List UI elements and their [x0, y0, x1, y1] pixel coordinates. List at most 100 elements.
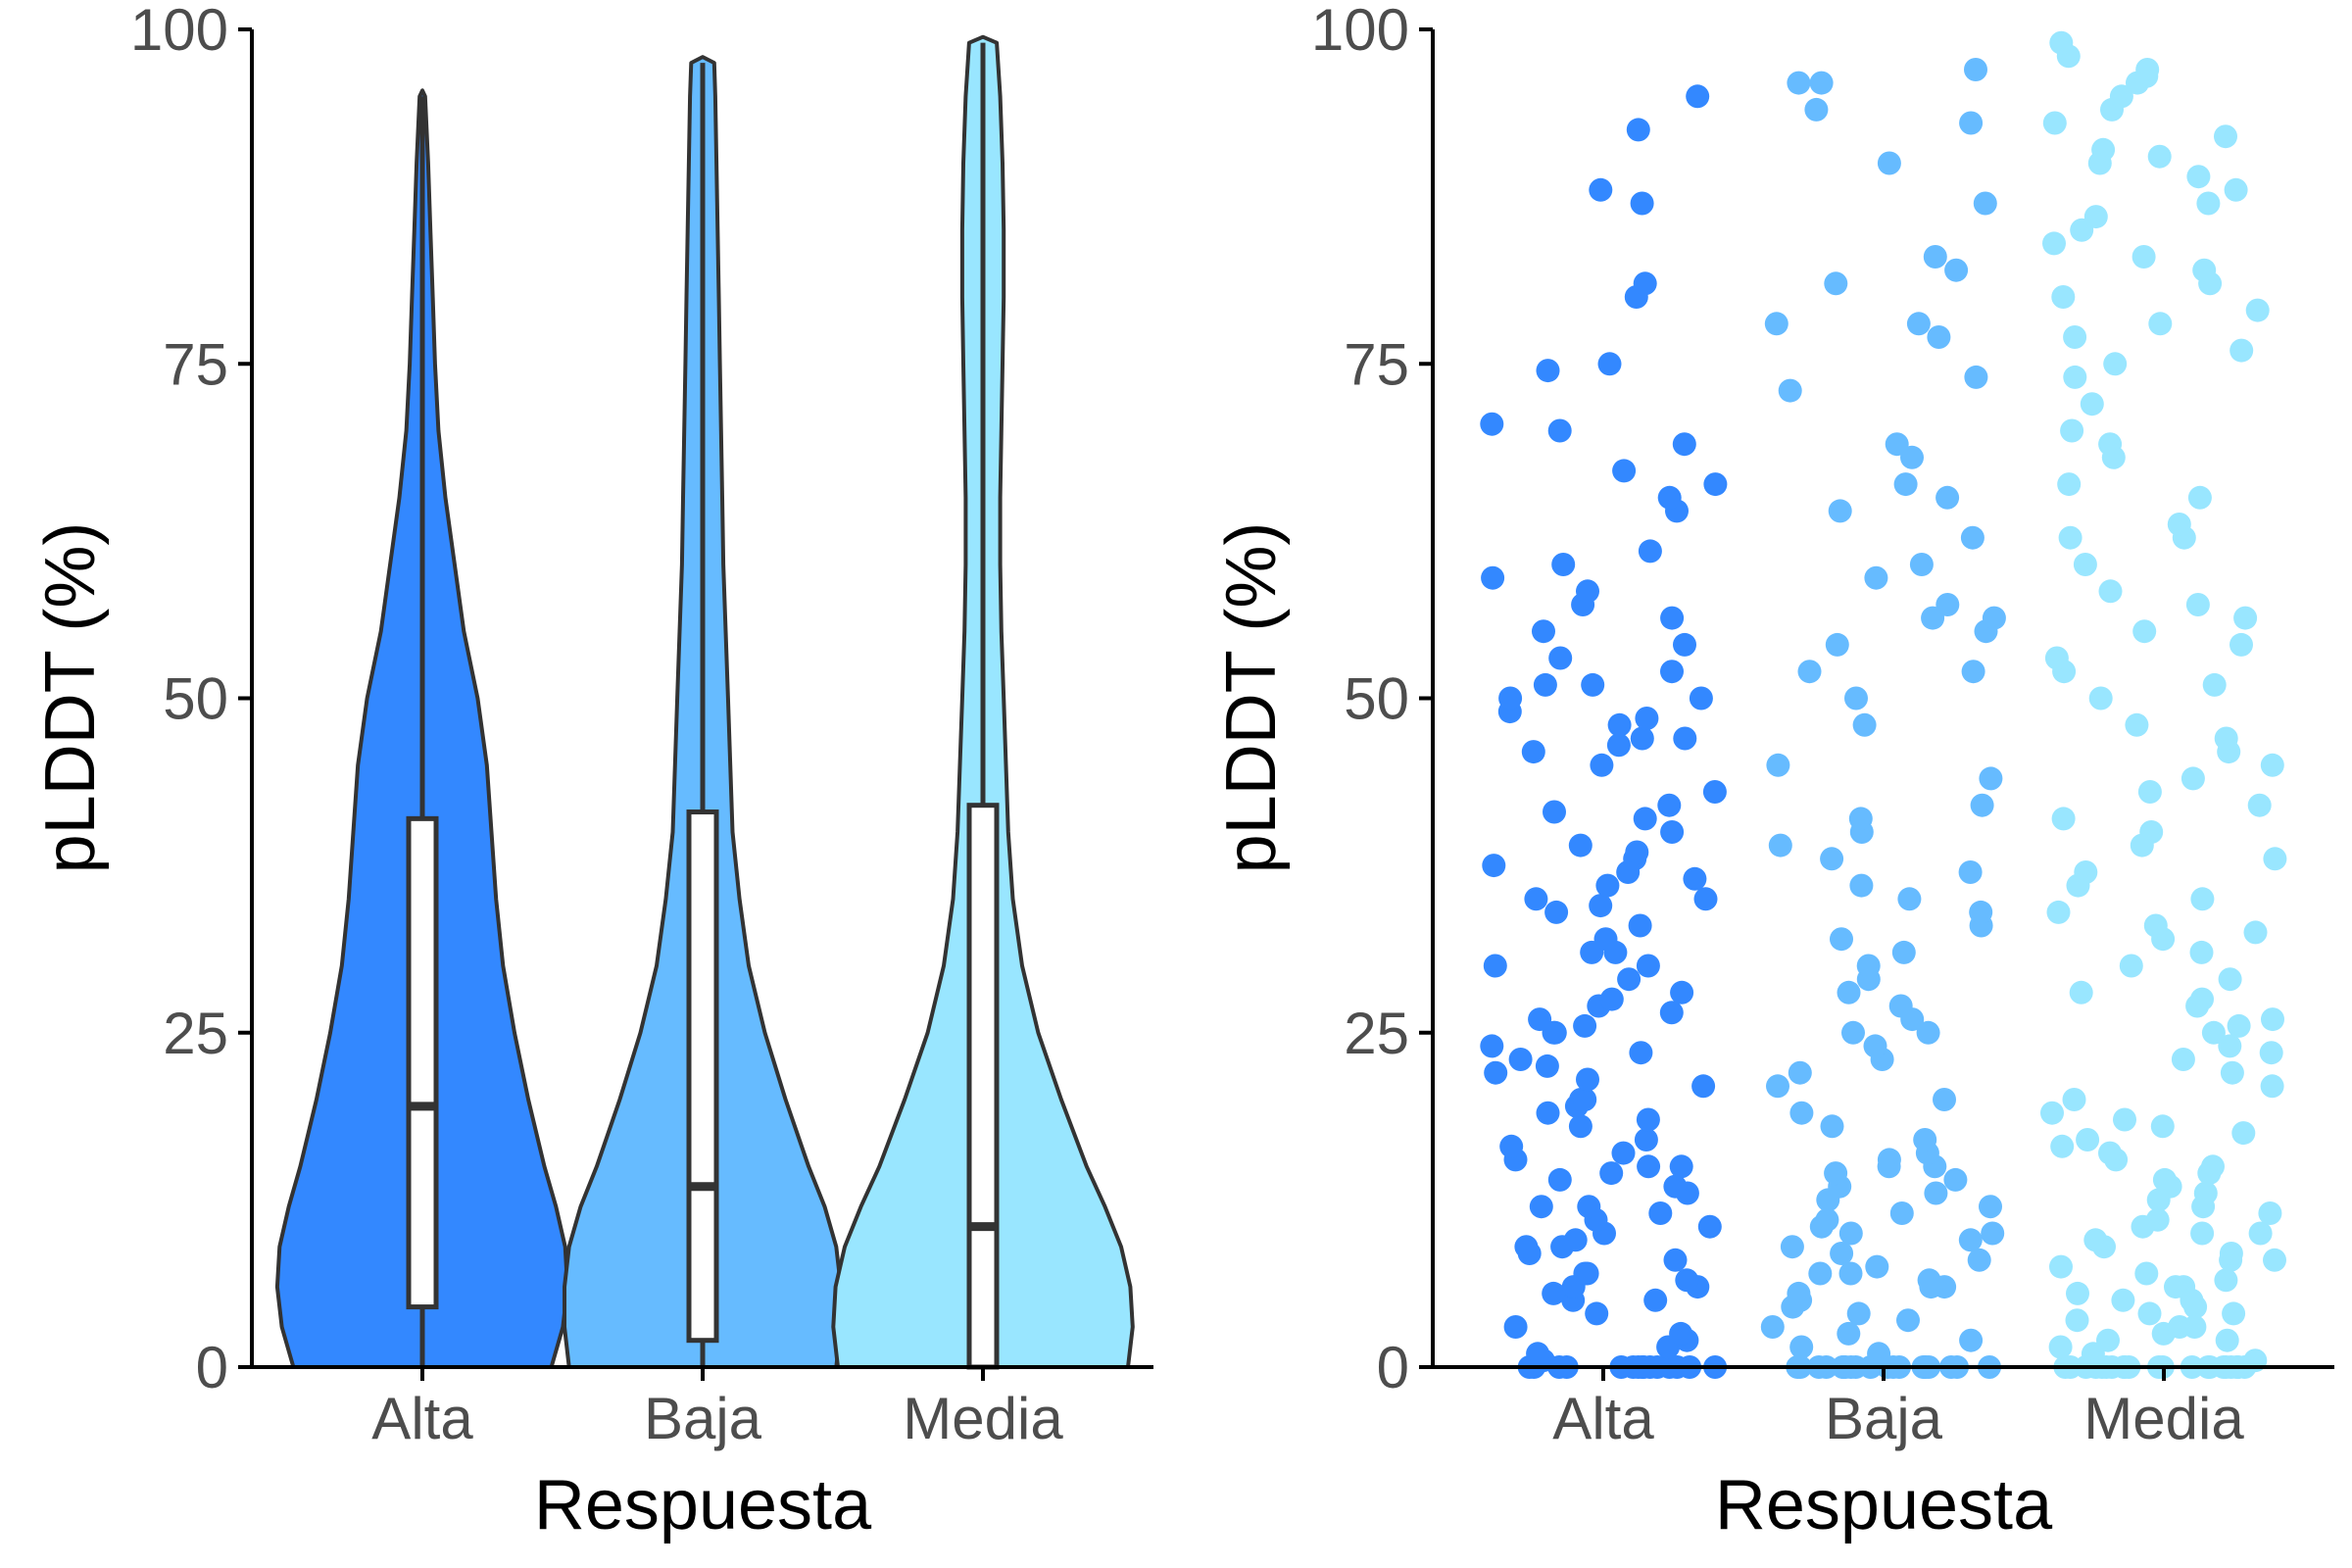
point-media [2113, 1107, 2136, 1132]
point-baja [1885, 432, 1909, 457]
point-alta [1590, 753, 1614, 777]
point-alta [1607, 712, 1632, 737]
point-media [2219, 1242, 2243, 1265]
point-media [2103, 352, 2128, 376]
point-alta [1593, 927, 1618, 952]
point-baja [1838, 1221, 1863, 1246]
violin-y-ticks: 0 25 50 75 100 [130, 0, 252, 1400]
point-media [2147, 144, 2172, 169]
point-alta [1703, 472, 1728, 497]
point-alta [1626, 118, 1650, 142]
point-baja [1787, 71, 1811, 95]
point-alta [1637, 1154, 1661, 1179]
point-baja [1927, 325, 1951, 349]
point-alta [1686, 84, 1710, 109]
point-baja [1830, 1242, 1854, 1265]
point-baja [1787, 1281, 1811, 1305]
point-media [2190, 887, 2215, 911]
point-baja [1846, 1301, 1871, 1326]
scatter-y-axis-title: pLDDT (%) [1212, 522, 1291, 874]
point-media [2069, 980, 2093, 1004]
point-alta [1563, 1228, 1588, 1252]
point-media [2227, 1013, 2251, 1038]
point-alta [1611, 1141, 1636, 1165]
point-media [2260, 753, 2284, 777]
point-baja [1764, 312, 1788, 336]
point-baja [1889, 1201, 1914, 1225]
point-baja [1913, 1128, 1937, 1152]
point-baja [1917, 1268, 1941, 1293]
point-media [2058, 525, 2082, 550]
point-baja [1981, 1221, 2005, 1246]
point-media [2096, 1328, 2120, 1352]
violin-y-tick-label: 75 [163, 331, 228, 397]
scatter-x-axis-title: Respuesta [1715, 1466, 2053, 1544]
point-alta [1612, 459, 1637, 483]
point-media [2050, 1134, 2075, 1158]
point-baja [1864, 565, 1888, 590]
point-baja [1760, 1315, 1785, 1339]
point-baja [1944, 258, 1969, 282]
point-alta [1636, 1107, 1660, 1132]
point-media [2125, 712, 2149, 737]
point-media [2224, 177, 2248, 202]
point-media [2247, 793, 2272, 817]
point-alta [1683, 866, 1707, 891]
point-alta [1535, 1054, 1559, 1078]
point-alta [1673, 632, 1696, 657]
violin-x-tick-label: Media [903, 1386, 1063, 1451]
point-media [2057, 472, 2082, 497]
point-baja [1964, 365, 1988, 389]
point-media [2040, 1101, 2064, 1125]
point-baja [1856, 954, 1881, 978]
scatter-y-tick-label: 25 [1344, 1001, 1409, 1066]
violin-x-ticks: Alta Baja Media [371, 1367, 1063, 1451]
point-alta [1599, 1161, 1624, 1186]
point-alta [1524, 887, 1548, 911]
box-baja [686, 809, 719, 1344]
point-alta [1536, 359, 1560, 383]
point-alta [1669, 1154, 1693, 1179]
point-media [2186, 165, 2211, 189]
scatter-x-ticks: Alta Baja Media [1552, 1367, 2244, 1451]
point-baja [1824, 271, 1848, 296]
point-media [2083, 205, 2108, 229]
point-alta [1483, 954, 1507, 978]
point-baja [1900, 445, 1924, 469]
point-media [2233, 606, 2258, 630]
point-alta [1576, 579, 1599, 604]
point-media [2218, 967, 2242, 992]
point-alta [1568, 1114, 1592, 1139]
point-baja [1891, 940, 1916, 964]
point-media [2048, 1335, 2073, 1359]
point-baja [1916, 1020, 1940, 1045]
point-baja [1936, 485, 1960, 510]
point-alta [1660, 820, 1685, 844]
point-baja [1877, 1148, 1901, 1172]
point-baja [1789, 1101, 1814, 1125]
point-alta [1484, 1060, 1508, 1085]
point-alta [1660, 660, 1684, 684]
point-baja [1877, 151, 1901, 175]
point-media [2167, 513, 2191, 536]
point-alta [1606, 733, 1631, 758]
point-baja [1824, 1161, 1848, 1186]
point-media [2150, 1114, 2175, 1139]
violin-panel: 0 25 50 75 100 Alta Baja Media Respuesta pLDDT… [31, 0, 1153, 1544]
point-alta [1508, 1048, 1533, 1071]
point-baja [1933, 1088, 1956, 1111]
point-alta [1672, 432, 1696, 457]
point-alta [1533, 672, 1557, 697]
point-alta [1499, 1134, 1524, 1158]
point-alta [1634, 1128, 1658, 1152]
point-alta [1581, 672, 1605, 697]
point-media [2263, 847, 2287, 871]
point-alta [1532, 619, 1555, 644]
point-alta [1693, 887, 1718, 911]
violin-x-tick-label: Baja [644, 1386, 762, 1451]
point-baja [1788, 1060, 1812, 1085]
point-baja [1924, 1181, 1948, 1205]
point-alta [1543, 800, 1566, 824]
point-alta [1628, 913, 1652, 938]
